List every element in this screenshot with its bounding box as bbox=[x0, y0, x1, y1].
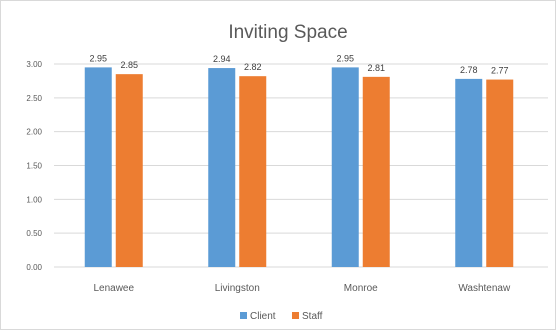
data-label: 2.77 bbox=[491, 66, 509, 76]
bar-client bbox=[331, 67, 359, 267]
data-label: 2.95 bbox=[89, 53, 107, 63]
bar-client bbox=[455, 78, 483, 268]
chart-title: Inviting Space bbox=[228, 22, 347, 43]
legend-label-client: Client bbox=[250, 311, 276, 322]
y-axis: 0.00 0.50 1.00 1.50 2.00 2.50 3.00 bbox=[26, 60, 42, 272]
data-label: 2.81 bbox=[367, 63, 385, 73]
x-tick-label: Lenawee bbox=[93, 283, 134, 294]
data-label: 2.94 bbox=[213, 54, 231, 64]
y-tick-label: 0.50 bbox=[26, 229, 42, 238]
y-tick-label: 3.00 bbox=[26, 60, 42, 69]
data-label: 2.82 bbox=[244, 62, 262, 72]
data-label: 2.78 bbox=[460, 65, 478, 75]
y-tick-label: 1.00 bbox=[26, 195, 42, 204]
x-tick-label: Washtenaw bbox=[458, 283, 511, 294]
bar-client bbox=[84, 67, 112, 267]
x-axis: Lenawee Livingston Monroe Washtenaw bbox=[93, 283, 511, 294]
data-label: 2.95 bbox=[336, 53, 354, 63]
bar-staff bbox=[486, 79, 514, 268]
y-tick-label: 1.50 bbox=[26, 162, 42, 171]
legend-swatch-client bbox=[240, 312, 247, 319]
legend-swatch-staff bbox=[292, 312, 299, 319]
bar-staff bbox=[239, 76, 267, 268]
bar-staff bbox=[115, 74, 143, 268]
x-tick-label: Monroe bbox=[344, 283, 378, 294]
y-tick-label: 0.00 bbox=[26, 263, 42, 272]
legend: Client Staff bbox=[240, 311, 323, 322]
bar-staff bbox=[362, 76, 390, 268]
legend-label-staff: Staff bbox=[302, 311, 323, 322]
x-tick-label: Livingston bbox=[215, 283, 260, 294]
data-label: 2.85 bbox=[120, 60, 138, 70]
bars: 2.95 2.85 2.94 2.82 2.95 2.81 2.78 2.77 bbox=[84, 53, 514, 268]
y-tick-label: 2.00 bbox=[26, 128, 42, 137]
bar-client bbox=[208, 68, 236, 267]
y-tick-label: 2.50 bbox=[26, 94, 42, 103]
